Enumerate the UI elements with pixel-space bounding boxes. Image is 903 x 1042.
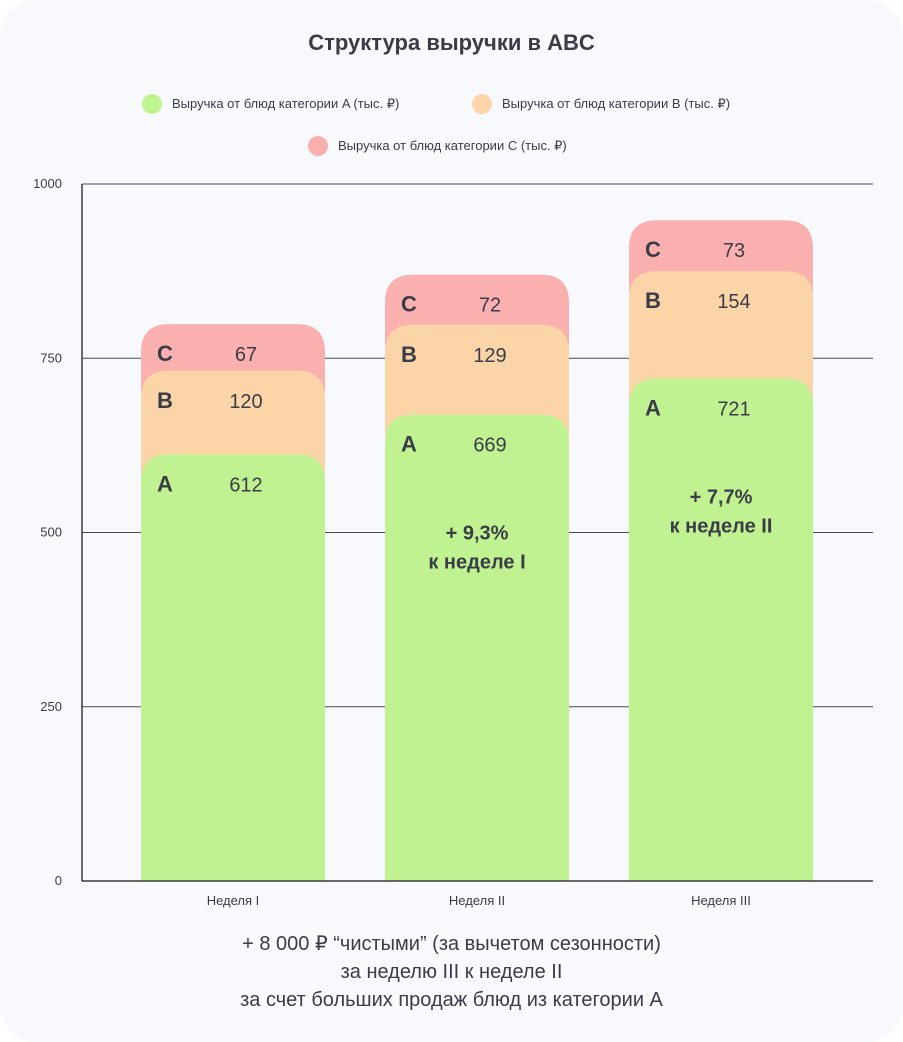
legend-swatch-b [472, 94, 492, 114]
growth-annotation-2-line-2: к неделе II [670, 515, 773, 537]
legend-label-c: Выручка от блюд категории C (тыс. ₽) [338, 138, 567, 153]
growth-annotation-2-line-1: + 7,7% [690, 486, 753, 508]
segment-letter-a-3: A [645, 395, 661, 420]
legend-item-c: Выручка от блюд категории C (тыс. ₽) [308, 135, 567, 157]
bar-segment-b-2 [385, 324, 569, 437]
y-tick-label-250: 250 [40, 699, 62, 714]
segment-value-b-3: 154 [717, 291, 750, 313]
segment-letter-b-1: B [157, 388, 173, 413]
segment-value-a-3: 721 [717, 398, 750, 420]
segment-value-c-2: 72 [479, 295, 501, 317]
y-tick-label-1000: 1000 [33, 176, 62, 191]
segment-value-a-2: 669 [473, 435, 506, 457]
bar-segment-b-3 [629, 271, 813, 401]
x-tick-label-2: Неделя II [449, 893, 505, 908]
bar-segment-a-2 [385, 414, 569, 881]
segment-value-c-3: 73 [723, 240, 745, 262]
legend-swatch-c [308, 136, 328, 156]
footer-line-1: + 8 000 ₽ “чистыми” (за вычетом сезоннос… [242, 933, 661, 955]
bar-segment-a-1 [141, 454, 325, 881]
segment-letter-c-3: C [645, 237, 661, 262]
chart-title: Структура выручки в ABC [308, 30, 595, 55]
segment-letter-a-2: A [401, 432, 417, 457]
segment-letter-c-2: C [401, 292, 417, 317]
segment-letter-a-1: A [157, 471, 173, 496]
legend-label-b: Выручка от блюд категории B (тыс. ₽) [502, 96, 731, 111]
y-tick-label-0: 0 [55, 873, 62, 888]
segment-letter-b-2: B [401, 342, 417, 367]
legend-item-a: Выручка от блюд категории A (тыс. ₽) [142, 93, 399, 115]
bar-segment-a-3 [629, 378, 813, 881]
growth-annotation-1-line-1: + 9,3% [446, 523, 509, 545]
segment-letter-c-1: C [157, 341, 173, 366]
y-tick-label-750: 750 [40, 350, 62, 365]
stacked-bar-chart: 0 250 500 750 1000 A 612 B 120 C 67 Неделя I A 669 B 12… [33, 176, 873, 908]
segment-letter-b-3: B [645, 288, 661, 313]
legend-label-a: Выручка от блюд категории A (тыс. ₽) [172, 96, 400, 111]
footer-note: + 8 000 ₽ “чистыми” (за вычетом сезоннос… [0, 930, 903, 1014]
legend-item-b: Выручка от блюд категории B (тыс. ₽) [472, 93, 730, 115]
segment-value-c-1: 67 [235, 344, 257, 366]
segment-value-b-2: 129 [473, 345, 506, 367]
footer-line-3: за счет больших продаж блюд из категории… [240, 989, 663, 1011]
segment-value-b-1: 120 [229, 391, 262, 413]
bar-segment-b-1 [141, 370, 325, 477]
growth-annotation-1-line-2: к неделе I [428, 552, 525, 574]
segment-value-a-1: 612 [229, 474, 262, 496]
x-tick-label-1: Неделя I [207, 893, 260, 908]
footer-line-2: за неделю III к неделе II [340, 961, 563, 983]
y-tick-label-500: 500 [40, 525, 62, 540]
legend-swatch-a [142, 94, 162, 114]
x-tick-label-3: Неделя III [691, 893, 751, 908]
